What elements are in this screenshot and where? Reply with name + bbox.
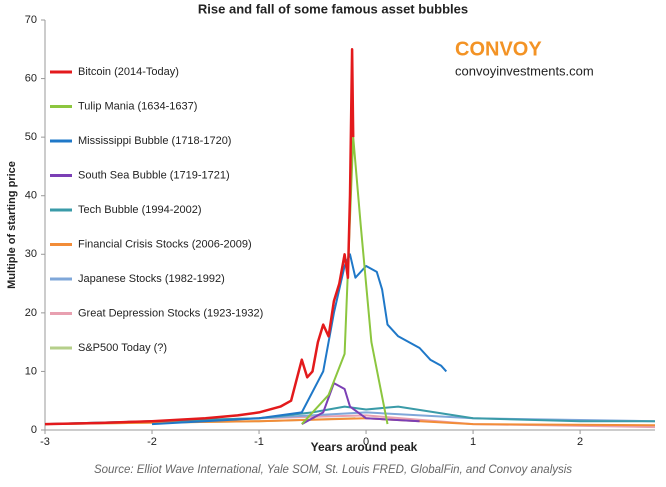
y-tick-label: 70	[25, 14, 37, 26]
y-tick-label: 10	[25, 365, 37, 377]
series-line	[44, 405, 655, 426]
legend-label: Great Depression Stocks (1923-1932)	[78, 307, 263, 319]
website: convoyinvestments.com	[455, 63, 594, 78]
y-tick-label: 50	[25, 131, 37, 143]
y-tick-label: 20	[25, 307, 37, 319]
series-line	[44, 48, 355, 426]
y-tick-label: 40	[25, 190, 37, 202]
y-tick-label: 60	[25, 72, 37, 84]
x-tick-label: 1	[470, 436, 476, 448]
source-note: Source: Elliot Wave International, Yale …	[94, 464, 572, 476]
x-axis-label: Years around peak	[311, 440, 418, 454]
y-tick-label: 0	[31, 424, 37, 436]
legend-label: Tulip Mania (1634-1637)	[78, 100, 197, 112]
y-axis-label: Multiple of starting price	[6, 161, 18, 289]
y-tick-label: 30	[25, 248, 37, 260]
legend-label: Japanese Stocks (1982-1992)	[78, 273, 225, 285]
x-tick-label: 2	[577, 436, 583, 448]
series-line	[151, 253, 448, 426]
x-tick-label: -1	[254, 436, 264, 448]
x-tick-label: 0	[363, 436, 369, 448]
legend-label: S&P500 Today (?)	[78, 342, 167, 354]
legend-label: Tech Bubble (1994-2002)	[78, 204, 202, 216]
legend-label: Financial Crisis Stocks (2006-2009)	[78, 238, 252, 250]
legend-label: Mississippi Bubble (1718-1720)	[78, 135, 231, 147]
brand: CONVOY	[455, 38, 542, 60]
series-line	[301, 382, 420, 425]
x-tick-label: -2	[147, 436, 157, 448]
chart-title: Rise and fall of some famous asset bubbl…	[198, 1, 468, 16]
x-tick-label: -3	[40, 436, 50, 448]
legend-label: South Sea Bubble (1719-1721)	[78, 169, 230, 181]
legend-label: Bitcoin (2014-Today)	[78, 66, 179, 78]
series-line	[301, 136, 389, 425]
